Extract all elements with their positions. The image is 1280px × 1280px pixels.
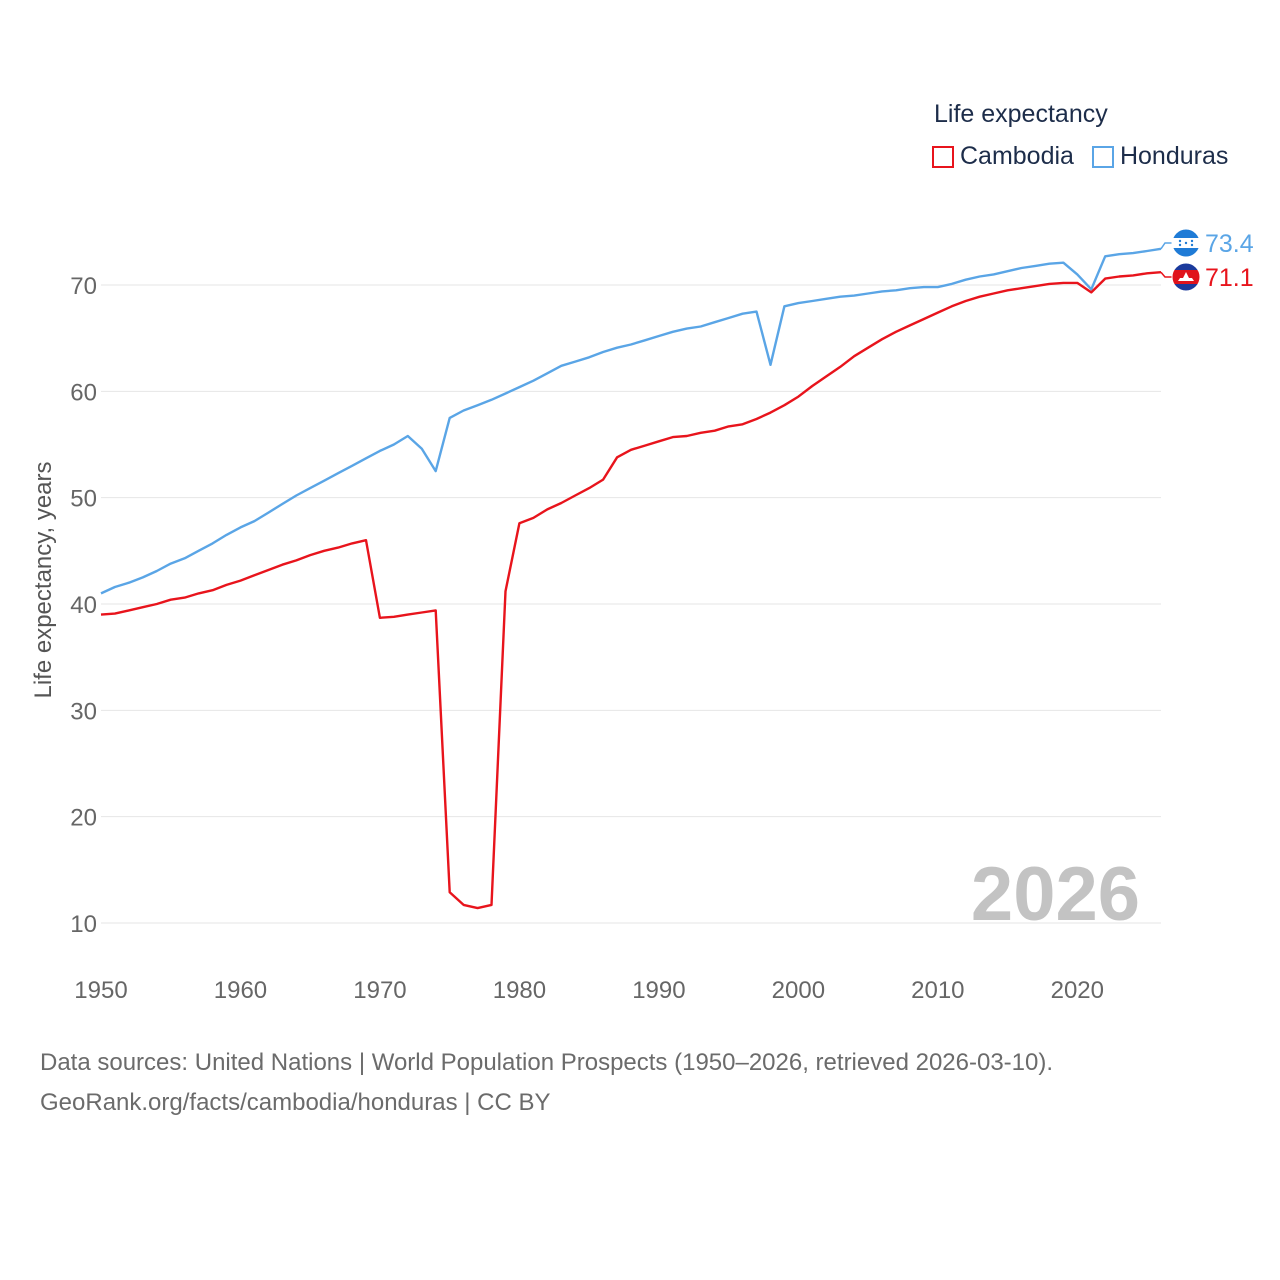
end-connector-cambodia [1160,271,1172,278]
series-line-cambodia [100,271,1162,910]
series-line-honduras [100,247,1162,595]
x-tick-label: 2000 [772,977,825,1004]
end-connector-honduras [1160,242,1172,250]
y-axis-ticks: 10 20 30 40 50 60 70 [70,273,97,938]
legend-label-cambodia: Cambodia [960,142,1074,170]
y-tick-label: 40 [70,592,97,619]
x-tick-label: 1950 [74,977,127,1004]
y-tick-label: 60 [70,379,97,406]
end-markers: 71.1 73.4 [1160,228,1254,292]
cambodia-flag-icon [1171,262,1201,292]
x-tick-label: 2010 [911,977,964,1004]
y-tick-label: 10 [70,911,97,938]
footer-link[interactable]: GeoRank.org/facts/cambodia/honduras | CC… [40,1089,551,1116]
x-tick-label: 1970 [353,977,406,1004]
legend-swatch-honduras [1091,145,1114,168]
year-watermark: 2026 [971,852,1140,937]
footer-sources: Data sources: United Nations | World Pop… [40,1049,1054,1076]
legend-item-cambodia[interactable]: Cambodia [932,142,1074,171]
y-tick-label: 30 [70,698,97,725]
legend-title: Life expectancy [934,100,1108,128]
x-tick-label: 2020 [1051,977,1104,1004]
legend-item-honduras[interactable]: Honduras [1091,142,1229,171]
x-axis-ticks: 1950 1960 1970 1980 1990 2000 2010 2020 [74,977,1104,1004]
y-tick-label: 50 [70,486,97,513]
honduras-flag-icon [1171,228,1201,258]
end-label-cambodia: 71.1 [1205,264,1254,292]
y-tick-label: 20 [70,805,97,832]
series-lines [100,247,1162,910]
footer: Data sources: United Nations | World Pop… [40,1043,1053,1123]
x-tick-label: 1990 [632,977,685,1004]
legend: Cambodia Honduras [932,142,1246,171]
y-tick-label: 70 [70,273,97,300]
y-axis-label: Life expectancy, years [30,461,57,698]
x-tick-label: 1960 [214,977,267,1004]
x-tick-label: 1980 [493,977,546,1004]
legend-label-honduras: Honduras [1119,142,1229,170]
grid-lines [101,284,1161,924]
end-label-honduras: 73.4 [1205,230,1254,258]
legend-swatch-cambodia [932,145,954,168]
